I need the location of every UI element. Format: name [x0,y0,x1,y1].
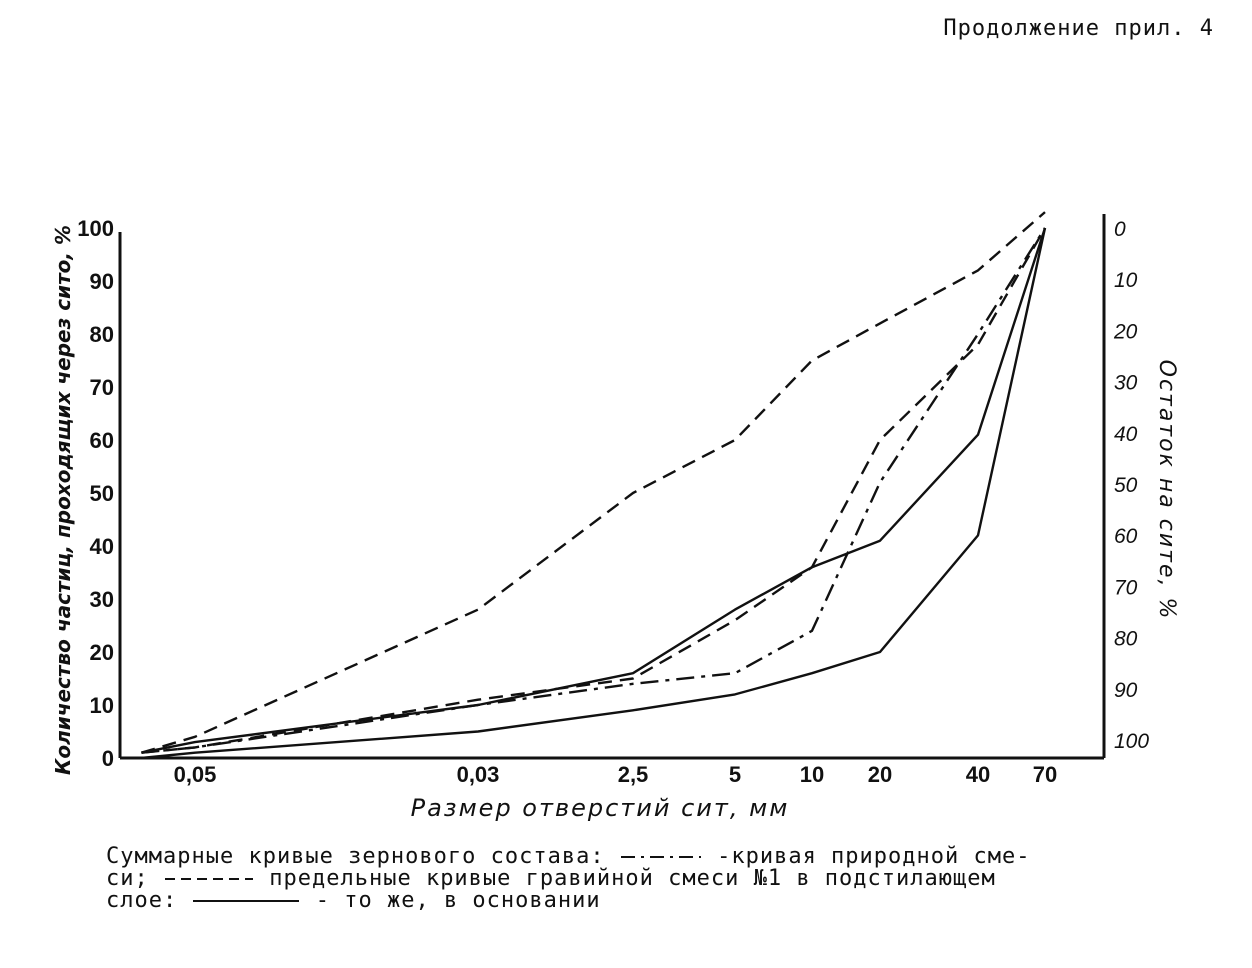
y-right-axis-label: Остаток на сите, % [1154,360,1179,621]
series-line-solid-4 [141,227,1047,760]
y-right-tick-label: 0 [1114,218,1126,241]
caption-text-1a: Суммарные кривые зернового состава: [106,844,605,869]
y-right-tick-label: 80 [1114,628,1138,651]
series-line-dash-dot-0 [141,227,1047,754]
y-left-tick-label: 0 [102,746,114,771]
y-left-tick-label: 20 [90,640,114,665]
y-left-tick-label: 10 [90,693,114,718]
y-left-tick-label: 70 [90,375,114,400]
y-left-axis-label: Количество частиц, проходящих через сито… [51,225,75,775]
labels-group: 0 10 20 30 40 50 60 70 80 90 100 0 10 20 30 40 50 60 70 80 9… [51,216,1179,822]
x-tick-label: 0,05 [174,762,217,787]
y-right-tick-label: 20 [1113,320,1138,343]
y-left-tick-label: 80 [90,322,114,347]
y-left-tick-label: 100 [77,216,114,241]
caption-text-2b: предельные кривые гравийной смеси №1 в п… [269,866,996,891]
x-tick-label: 70 [1033,762,1057,787]
x-tick-label: 2,5 [618,762,649,787]
legend-solid-icon [193,900,300,902]
figure-caption: Суммарные кривые зернового состава: -кри… [106,846,1186,912]
y-right-tick-label: 60 [1114,525,1138,548]
x-tick-label: 0,03 [457,762,500,787]
series-group [141,211,1047,760]
caption-text-3a: слое: [106,888,178,913]
x-tick-label: 5 [729,762,741,787]
y-right-tick-label: 70 [1114,576,1138,599]
y-left-tick-label: 40 [90,534,114,559]
page-header: Продолжение прил. 4 [943,16,1214,41]
y-right-tick-label: 90 [1114,679,1138,702]
y-right-tick-label: 10 [1114,269,1138,292]
y-right-tick-label: 30 [1114,372,1138,395]
x-tick-label: 40 [966,762,990,787]
caption-text-1b: -кривая природной сме- [717,844,1031,869]
caption-text-2a: си; [106,866,149,891]
caption-line-2: си; предельные кривые гравийной смеси №1… [106,868,1186,890]
y-right-tick-label: 100 [1114,730,1149,753]
x-tick-label: 20 [868,762,892,787]
y-left-tick-label: 30 [90,587,114,612]
caption-text-3b: - то же, в основании [315,888,601,913]
y-right-tick-label: 40 [1114,423,1138,446]
axes [118,214,1106,760]
legend-dashdot-icon [620,856,701,858]
series-line-dashed-2 [141,227,1047,754]
legend-dashed-icon [165,878,253,880]
y-right-tick-label: 50 [1114,474,1138,497]
caption-line-1: Суммарные кривые зернового состава: -кри… [106,846,1186,868]
y-left-tick-label: 90 [90,269,114,294]
x-tick-label: 10 [800,762,824,787]
y-left-tick-label: 60 [90,428,114,453]
series-line-solid-3 [141,227,1047,754]
x-axis-label: Размер отверстий сит, мм [411,794,790,822]
caption-line-3: слое: - то же, в основании [106,890,1186,912]
series-line-dashed-1 [141,211,1046,754]
y-left-tick-label: 50 [90,481,114,506]
